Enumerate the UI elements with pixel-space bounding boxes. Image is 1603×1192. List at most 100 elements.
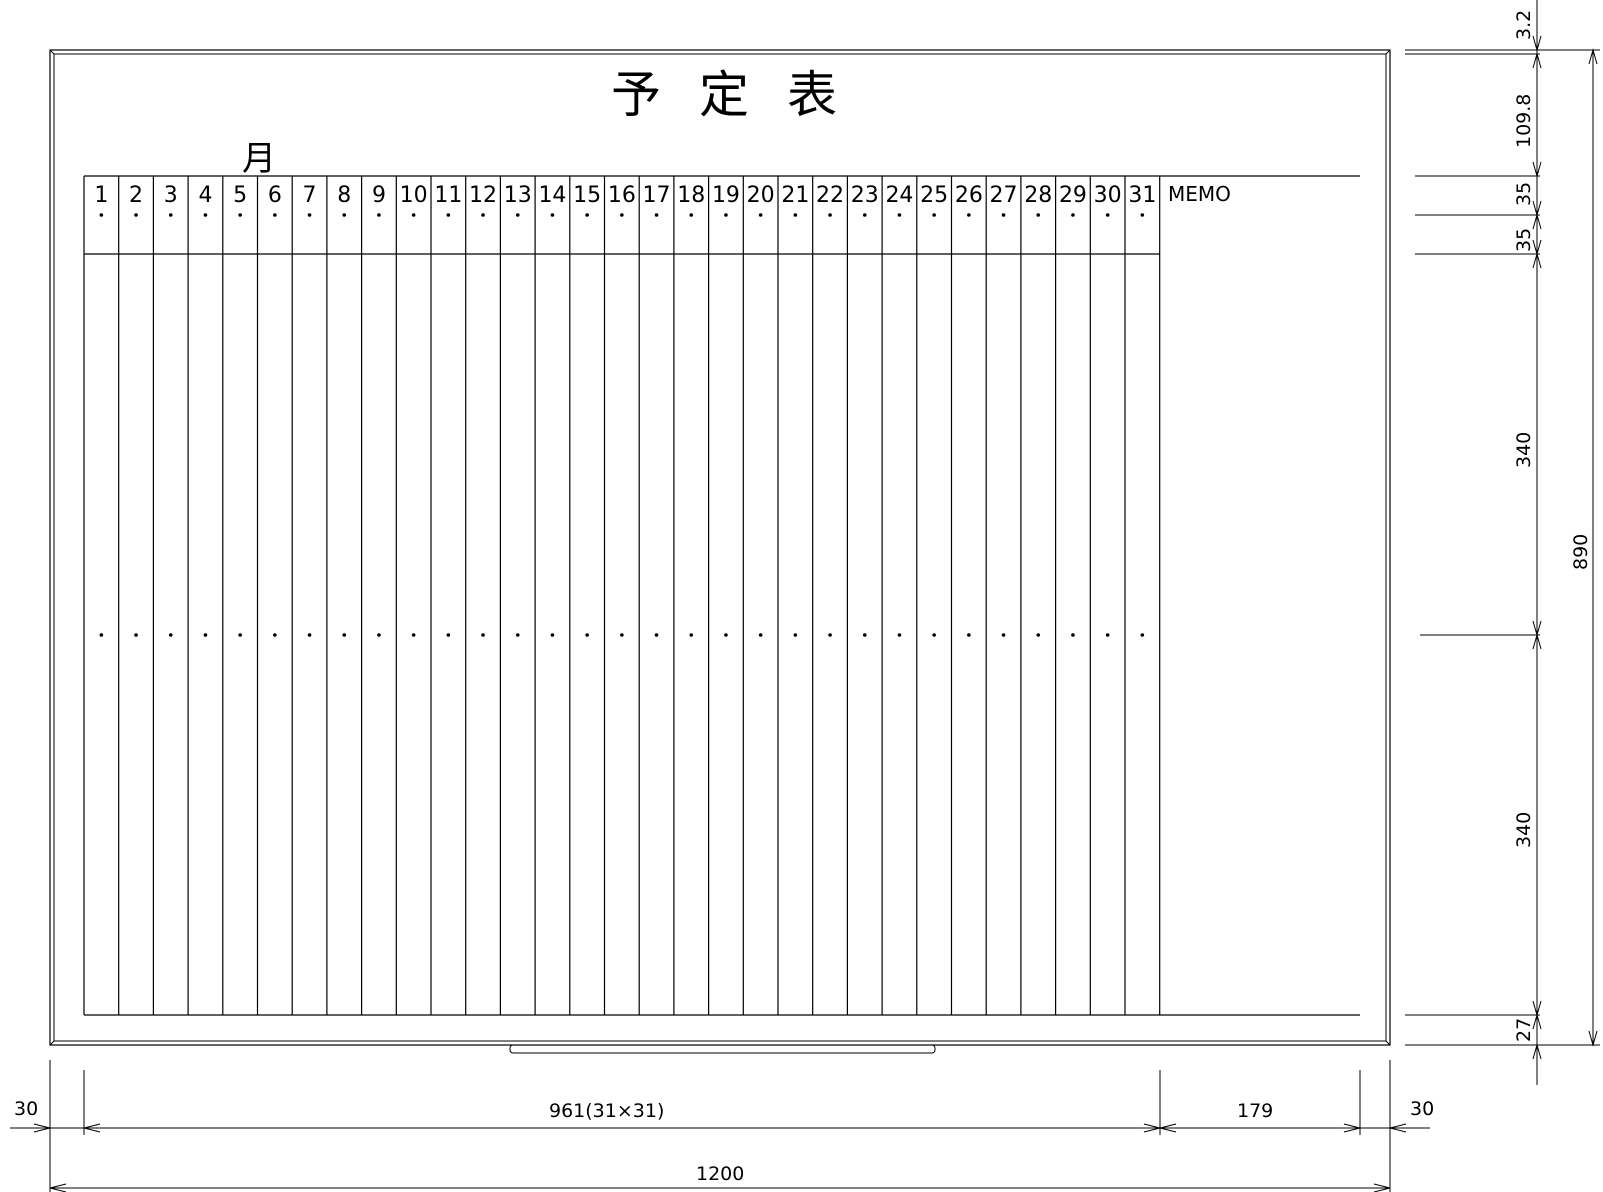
header-dot xyxy=(932,213,936,217)
arrowhead xyxy=(1532,35,1542,52)
header-dot xyxy=(203,213,208,217)
pen-tray xyxy=(509,1044,936,1054)
dim-title-area: 109.8 xyxy=(1513,94,1535,148)
arrowhead xyxy=(1532,161,1542,178)
horizontal-arrows xyxy=(33,1123,1407,1192)
day-number-28: 28 xyxy=(1024,183,1052,208)
header-dot xyxy=(828,213,832,217)
arrowhead xyxy=(1532,1043,1542,1060)
header-dot xyxy=(1140,213,1145,217)
mid-dot xyxy=(758,633,763,637)
day-number-14: 14 xyxy=(538,183,566,208)
header-dot xyxy=(1036,213,1041,217)
arrowhead xyxy=(49,1183,67,1192)
vertical-arrows xyxy=(1532,35,1598,1060)
header-dot xyxy=(793,213,798,217)
mid-dot xyxy=(620,633,624,637)
board-title: 予定表 xyxy=(611,66,875,124)
mid-dot xyxy=(446,633,451,637)
mid-dot xyxy=(724,633,728,637)
arrowhead xyxy=(1532,239,1542,256)
header-dot xyxy=(377,213,381,217)
day-number-25: 25 xyxy=(920,183,948,208)
day-number-12: 12 xyxy=(469,183,497,208)
day-number-17: 17 xyxy=(643,183,671,208)
header-dot xyxy=(1105,213,1110,217)
mid-dot xyxy=(307,633,312,637)
day-number-15: 15 xyxy=(573,183,601,208)
header-dot xyxy=(515,213,520,217)
day-number-7: 7 xyxy=(303,183,317,208)
dim-header-row-1: 35 xyxy=(1513,182,1535,206)
dim-memo-width: 179 xyxy=(1237,1100,1273,1122)
dim-body-lower: 340 xyxy=(1513,812,1535,848)
day-number-5: 5 xyxy=(233,183,247,208)
mid-dot xyxy=(932,633,936,637)
header-dot xyxy=(1001,213,1006,217)
day-number-6: 6 xyxy=(268,183,282,208)
mid-dot xyxy=(377,633,381,637)
arrowhead xyxy=(83,1123,101,1133)
header-dot xyxy=(620,213,624,217)
dim-left-margin: 30 xyxy=(14,1098,38,1120)
day-number-13: 13 xyxy=(504,183,532,208)
grid-horizontal-lines xyxy=(84,175,1360,1016)
dim-right-margin: 30 xyxy=(1410,1098,1434,1120)
arrowhead xyxy=(1588,1030,1598,1047)
dim-total-height: 890 xyxy=(1570,534,1592,570)
mid-dot xyxy=(99,633,104,637)
arrowhead xyxy=(1373,1183,1391,1192)
header-dot xyxy=(724,213,728,217)
dim-total-width: 1200 xyxy=(696,1163,744,1185)
mid-dot xyxy=(203,633,208,637)
header-dot xyxy=(446,213,451,217)
mid-dot xyxy=(585,633,589,637)
vertical-dimension-chain xyxy=(1536,0,1594,1085)
mid-dot xyxy=(273,633,277,637)
day-number-11: 11 xyxy=(434,183,462,208)
mid-dot xyxy=(550,633,555,637)
mid-dot xyxy=(1036,633,1041,637)
arrowhead xyxy=(1159,1123,1177,1133)
day-number-8: 8 xyxy=(337,183,351,208)
header-dot xyxy=(897,213,902,217)
mid-dot xyxy=(238,633,242,637)
mid-dot xyxy=(168,633,173,637)
dim-grid-width: 961(31×31) xyxy=(549,1100,664,1122)
arrowhead xyxy=(1532,620,1542,637)
day-number-9: 9 xyxy=(372,183,386,208)
dim-body-upper: 340 xyxy=(1513,432,1535,468)
day-number-3: 3 xyxy=(164,183,178,208)
day-number-31: 31 xyxy=(1128,183,1156,208)
arrowhead xyxy=(1532,200,1542,217)
dim-top-frame: 3.2 xyxy=(1513,10,1535,40)
day-number-24: 24 xyxy=(885,183,913,208)
day-number-30: 30 xyxy=(1094,183,1122,208)
right-extension-lines xyxy=(1405,49,1600,1046)
day-number-20: 20 xyxy=(747,183,775,208)
header-dot xyxy=(238,213,242,217)
header-dot xyxy=(134,213,138,217)
mid-dot xyxy=(654,633,659,637)
header-dot xyxy=(689,213,694,217)
day-number-18: 18 xyxy=(677,183,705,208)
mid-dot xyxy=(1105,633,1110,637)
day-number-27: 27 xyxy=(990,183,1018,208)
header-dot xyxy=(168,213,173,217)
header-dot xyxy=(307,213,312,217)
mid-dot xyxy=(342,633,347,637)
day-number-2: 2 xyxy=(129,183,143,208)
header-dot xyxy=(1071,213,1075,217)
dim-bottom-area: 27 xyxy=(1513,1018,1535,1042)
arrowhead xyxy=(1389,1123,1407,1133)
header-dot xyxy=(758,213,763,217)
day-number-29: 29 xyxy=(1059,183,1087,208)
header-dot xyxy=(411,213,416,217)
arrowhead xyxy=(1532,1000,1542,1017)
day-number-21: 21 xyxy=(781,183,809,208)
bottom-extension-lines xyxy=(49,1060,1391,1192)
day-number-10: 10 xyxy=(400,183,428,208)
header-dot xyxy=(585,213,589,217)
mid-dot xyxy=(1140,633,1145,637)
